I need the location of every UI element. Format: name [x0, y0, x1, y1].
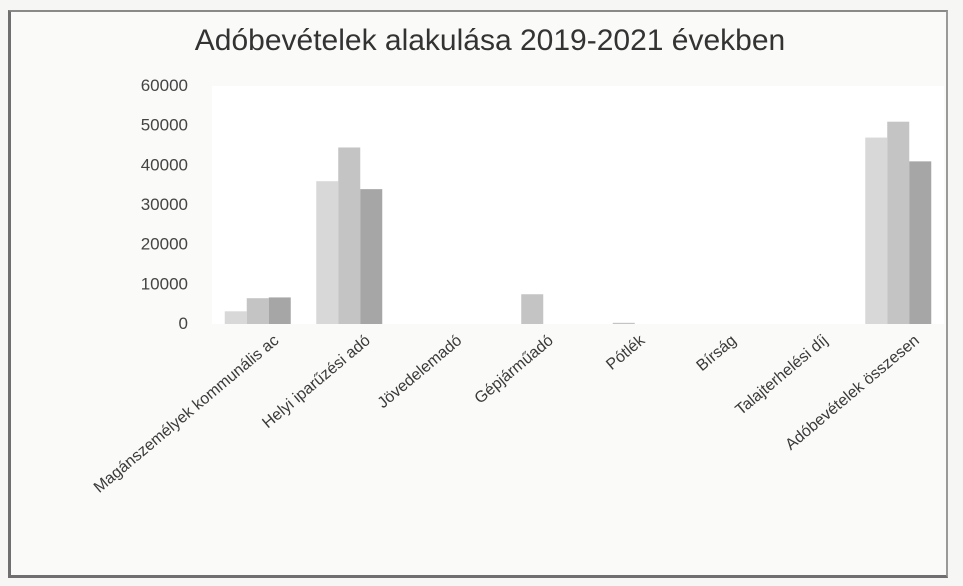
x-tick-label: Gépjárműadó	[472, 332, 557, 407]
y-tick-label: 50000	[141, 116, 188, 135]
y-tick-label: 40000	[141, 155, 188, 174]
x-tick-label: Jövedelemadó	[375, 332, 466, 412]
x-tick-label: Talajterhelési díj	[733, 332, 832, 419]
y-tick-label: 20000	[141, 235, 188, 254]
bar-series-2-category-2	[338, 147, 361, 324]
bar-series-3-category-2	[360, 189, 383, 324]
bar-series-2-category-8	[887, 121, 910, 324]
bar-series-2-category-5	[612, 322, 635, 324]
bar-series-1-category-1	[224, 311, 247, 324]
bar-series-3-category-1	[268, 297, 291, 324]
y-axis-ticks: 0 10000 20000 30000 40000 50000 60000	[141, 76, 188, 333]
y-tick-label: 30000	[141, 195, 188, 214]
bars	[224, 121, 932, 324]
x-tick-label: Pótlék	[603, 331, 649, 373]
x-tick-label: Magánszemélyek kommunális ac	[91, 332, 282, 496]
bar-series-1-category-2	[316, 181, 339, 324]
bar-series-2-category-1	[246, 298, 269, 324]
x-tick-label: Bírság	[693, 332, 739, 375]
y-tick-label: 60000	[141, 76, 188, 95]
y-tick-label: 10000	[141, 274, 188, 293]
bar-series-3-category-8	[909, 161, 932, 324]
bar-series-2-category-4	[521, 294, 544, 324]
y-tick-label: 0	[179, 314, 188, 333]
chart-title: Adóbevételek alakulása 2019-2021 években	[195, 24, 785, 57]
bar-series-1-category-8	[865, 137, 888, 324]
